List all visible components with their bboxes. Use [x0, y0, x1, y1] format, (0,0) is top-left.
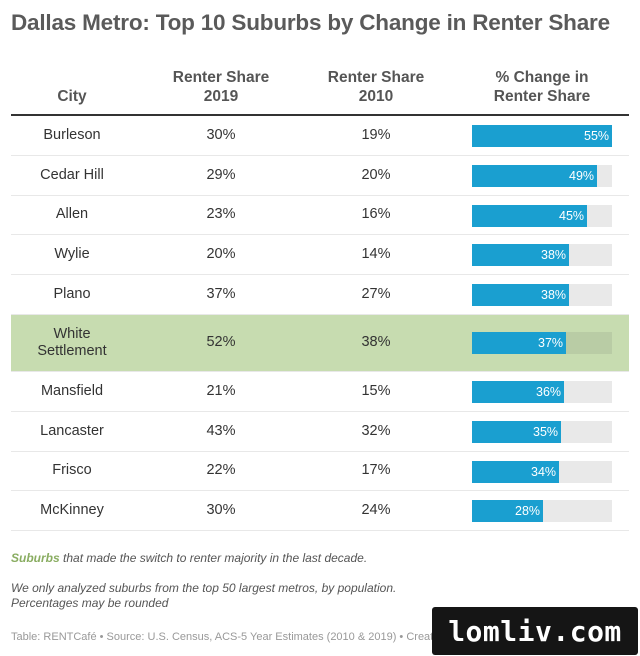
- pct-change-label: 36%: [536, 384, 562, 399]
- cell-renter-share-2010: 32%: [361, 422, 391, 439]
- table-row: McKinney 30% 24% 28%: [11, 491, 629, 532]
- bar-track: 35%: [472, 420, 612, 443]
- pct-change-bar: [472, 420, 561, 443]
- cell-city: Wylie: [54, 246, 90, 263]
- analysis-note-line2: Percentages may be rounded: [11, 596, 169, 610]
- highlight-note-keyword: Suburbs: [11, 551, 60, 565]
- bar-track: 55%: [472, 125, 612, 147]
- cell-renter-share-2019: 43%: [206, 422, 236, 439]
- table-row-highlighted: White Settlement 52% 38% 37%: [11, 314, 629, 372]
- pct-change-bar: [472, 500, 543, 523]
- analysis-note-line1: We only analyzed suburbs from the top 50…: [11, 581, 397, 595]
- table-row: Frisco 22% 17% 34%: [11, 452, 629, 492]
- highlight-note: Suburbs that made the switch to renter m…: [11, 551, 367, 565]
- bar-track: 36%: [472, 380, 612, 403]
- analysis-note: We only analyzed suburbs from the top 50…: [11, 581, 396, 611]
- cell-renter-share-2019: 20%: [206, 246, 236, 263]
- header-renter-share-2019: Renter Share 2019: [172, 69, 270, 105]
- cell-renter-share-2019: 30%: [206, 502, 236, 519]
- bar-track: 49%: [472, 164, 612, 187]
- pct-change-bar: [472, 125, 612, 147]
- pct-change-label: 35%: [533, 424, 559, 439]
- cell-renter-share-2010: 27%: [361, 286, 391, 303]
- pct-change-bar: [472, 460, 559, 483]
- cell-city: McKinney: [40, 502, 104, 519]
- cell-renter-share-2019: 37%: [206, 286, 236, 303]
- bar-track: 45%: [472, 204, 612, 227]
- cell-renter-share-2010: 16%: [361, 206, 391, 223]
- highlight-note-text: that made the switch to renter majority …: [59, 551, 368, 565]
- table-row: Mansfield 21% 15% 36%: [11, 372, 629, 412]
- cell-renter-share-2019: 22%: [206, 462, 236, 479]
- header-pct-change: % Change in Renter Share: [493, 69, 591, 105]
- bar-track: 38%: [472, 244, 612, 267]
- cell-renter-share-2019: 21%: [206, 382, 236, 399]
- header-renter-share-2010: Renter Share 2010: [327, 69, 425, 105]
- cell-renter-share-2019: 52%: [206, 334, 236, 351]
- pct-change-bar: [472, 204, 587, 227]
- cell-city: Frisco: [52, 462, 92, 479]
- pct-change-bar: [472, 331, 566, 354]
- bar-track: 34%: [472, 460, 612, 483]
- table-body: Burleson 30% 19% 55% Cedar Hill 29% 20% 49% Alle…: [11, 116, 629, 532]
- cell-renter-share-2010: 24%: [361, 502, 391, 519]
- bar-track: 38%: [472, 284, 612, 307]
- cell-city: Plano: [53, 286, 91, 303]
- watermark-badge: lomliv.com: [432, 607, 638, 655]
- cell-renter-share-2019: 29%: [206, 166, 236, 183]
- cell-renter-share-2010: 14%: [361, 246, 391, 263]
- pct-change-bar: [472, 244, 569, 267]
- cell-city: Lancaster: [40, 422, 104, 439]
- cell-renter-share-2019: 30%: [206, 126, 236, 143]
- table-header: City Renter Share 2019 Renter Share 2010…: [11, 66, 629, 116]
- pct-change-label: 37%: [538, 335, 564, 350]
- source-credit: Table: RENTCafé • Source: U.S. Census, A…: [11, 631, 434, 643]
- bar-track: 28%: [472, 500, 612, 523]
- table-row: Cedar Hill 29% 20% 49%: [11, 156, 629, 196]
- pct-change-bar: [472, 284, 569, 307]
- chart-title: Dallas Metro: Top 10 Suburbs by Change i…: [11, 10, 610, 35]
- pct-change-label: 55%: [584, 129, 610, 143]
- cell-renter-share-2010: 38%: [361, 334, 391, 351]
- pct-change-label: 49%: [569, 168, 595, 183]
- table-row: Lancaster 43% 32% 35%: [11, 412, 629, 452]
- cell-renter-share-2010: 20%: [361, 166, 391, 183]
- table-row: Wylie 20% 14% 38%: [11, 235, 629, 276]
- cell-city: Mansfield: [40, 382, 104, 399]
- pct-change-bar: [472, 164, 597, 187]
- pct-change-label: 38%: [541, 248, 567, 263]
- cell-renter-share-2010: 19%: [361, 126, 391, 143]
- cell-city: White Settlement: [37, 325, 107, 359]
- cell-renter-share-2010: 17%: [361, 462, 391, 479]
- cell-city: Allen: [55, 206, 89, 223]
- pct-change-bar: [472, 380, 564, 403]
- table-row: Plano 37% 27% 38%: [11, 275, 629, 315]
- pct-change-label: 45%: [559, 208, 585, 223]
- cell-renter-share-2010: 15%: [361, 382, 391, 399]
- cell-city: Burleson: [43, 126, 101, 143]
- pct-change-label: 28%: [515, 504, 541, 519]
- pct-change-label: 34%: [531, 464, 557, 479]
- table-row: Allen 23% 16% 45%: [11, 196, 629, 236]
- pct-change-label: 38%: [541, 288, 567, 303]
- table-row: Burleson 30% 19% 55%: [11, 116, 629, 156]
- header-city: City: [57, 88, 87, 105]
- cell-city: Cedar Hill: [40, 166, 104, 183]
- cell-renter-share-2019: 23%: [206, 206, 236, 223]
- bar-track: 37%: [472, 331, 612, 354]
